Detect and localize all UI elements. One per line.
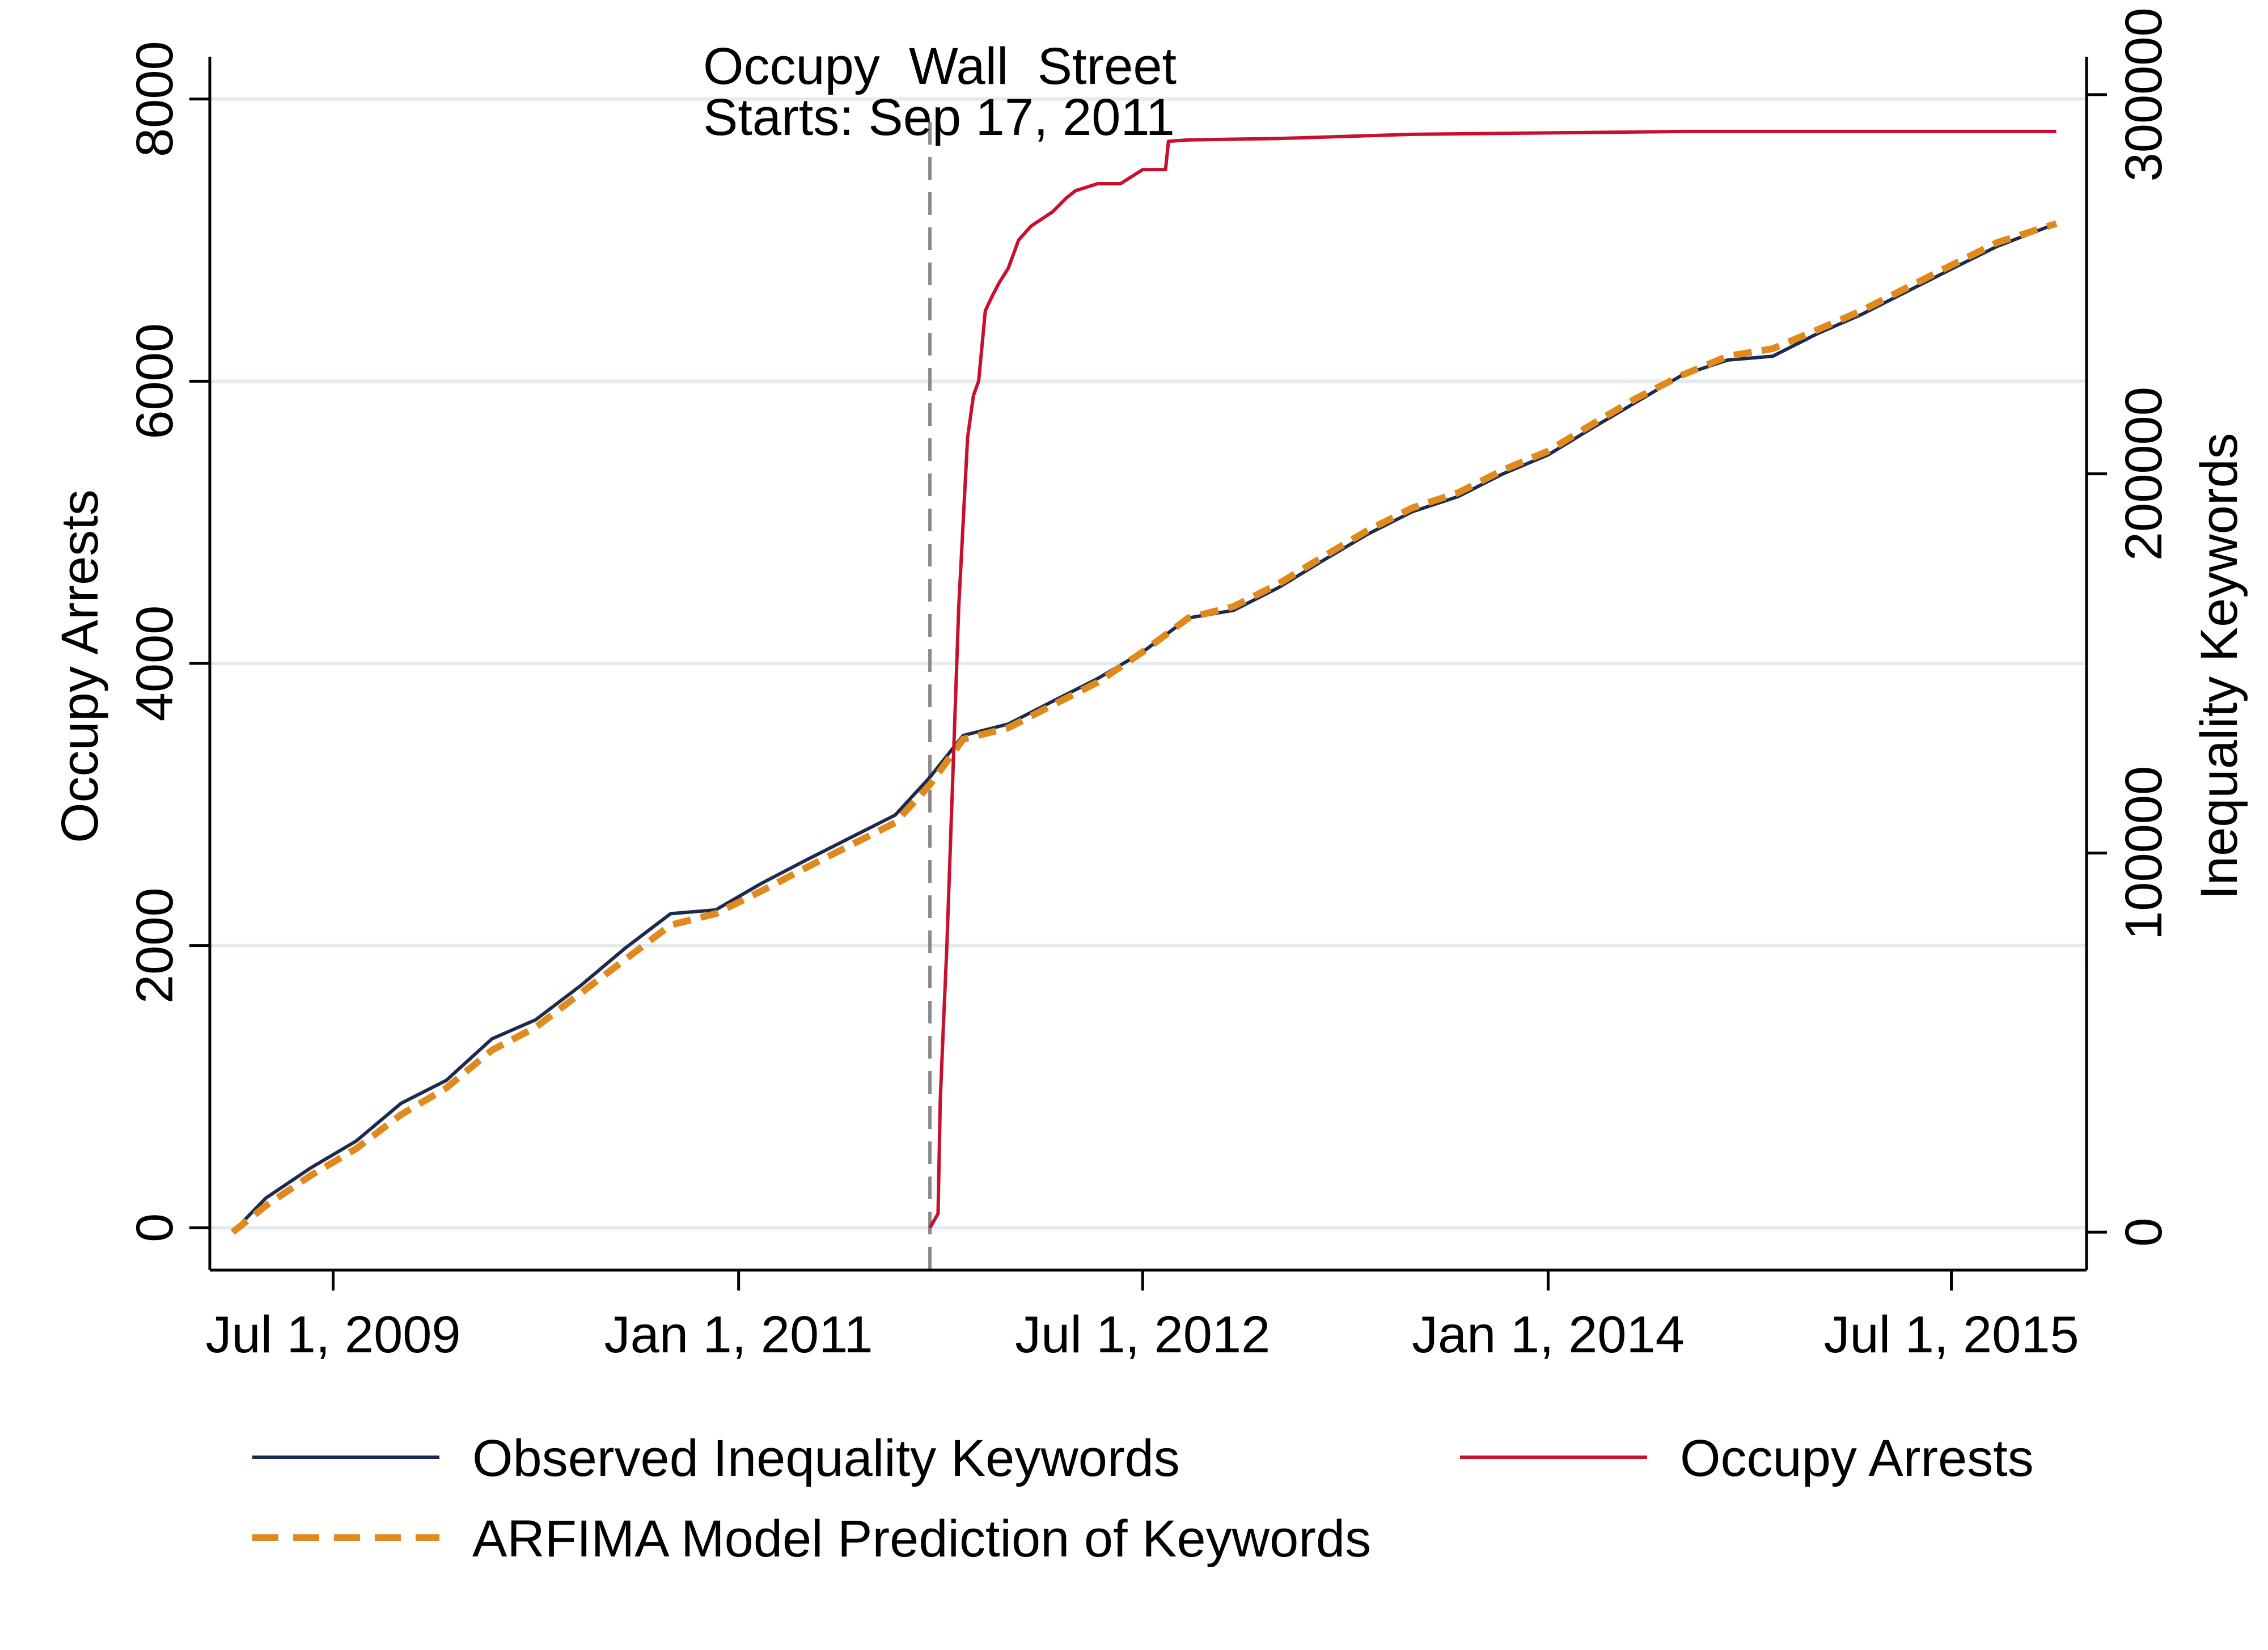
legend: Observed Inequality Keywords Occupy Arre…	[252, 1429, 2034, 1568]
right-y-axis-title: Inequality Keywords	[2190, 433, 2248, 899]
series-arfima-prediction-line	[230, 220, 2058, 1235]
gridlines	[210, 97, 2087, 1230]
annotation-line-1: Occupy Wall Street	[703, 37, 1177, 95]
x-tick-label-2: Jul 1, 2012	[1015, 1306, 1270, 1364]
left-tick-label-1: 2000	[126, 887, 184, 1004]
right-y-ticks: 0 100000 200000 300000	[2087, 7, 2173, 1247]
legend-label-arfima: ARFIMA Model Prediction of Keywords	[472, 1510, 1371, 1568]
series-occupy-arrests-line	[928, 129, 2057, 1229]
x-tick-label-4: Jul 1, 2015	[1824, 1306, 2079, 1364]
right-tick-label-2: 200000	[2115, 387, 2173, 561]
legend-label-arrests: Occupy Arrests	[1680, 1429, 2034, 1487]
x-tick-label-1: Jan 1, 2011	[604, 1306, 873, 1364]
left-y-axis-title: Occupy Arrests	[51, 489, 109, 843]
right-tick-label-1: 100000	[2115, 766, 2173, 940]
annotation-line-2: Starts: Sep 17, 2011	[703, 88, 1175, 146]
left-tick-label-4: 8000	[126, 41, 184, 157]
left-y-ticks: 0 2000 4000 6000 8000	[126, 41, 210, 1242]
left-tick-label-0: 0	[126, 1213, 184, 1242]
left-tick-label-2: 4000	[126, 606, 184, 722]
x-ticks: Jul 1, 2009 Jan 1, 2011 Jul 1, 2012 Jan 1, …	[205, 1270, 2079, 1364]
right-tick-label-3: 300000	[2115, 7, 2173, 181]
x-tick-label-3: Jan 1, 2014	[1412, 1306, 1685, 1364]
left-tick-label-3: 6000	[126, 323, 184, 439]
x-tick-label-0: Jul 1, 2009	[205, 1306, 460, 1364]
legend-label-observed: Observed Inequality Keywords	[472, 1429, 1180, 1487]
right-tick-label-0: 0	[2115, 1218, 2173, 1247]
series-observed-keywords-line	[231, 222, 2057, 1234]
